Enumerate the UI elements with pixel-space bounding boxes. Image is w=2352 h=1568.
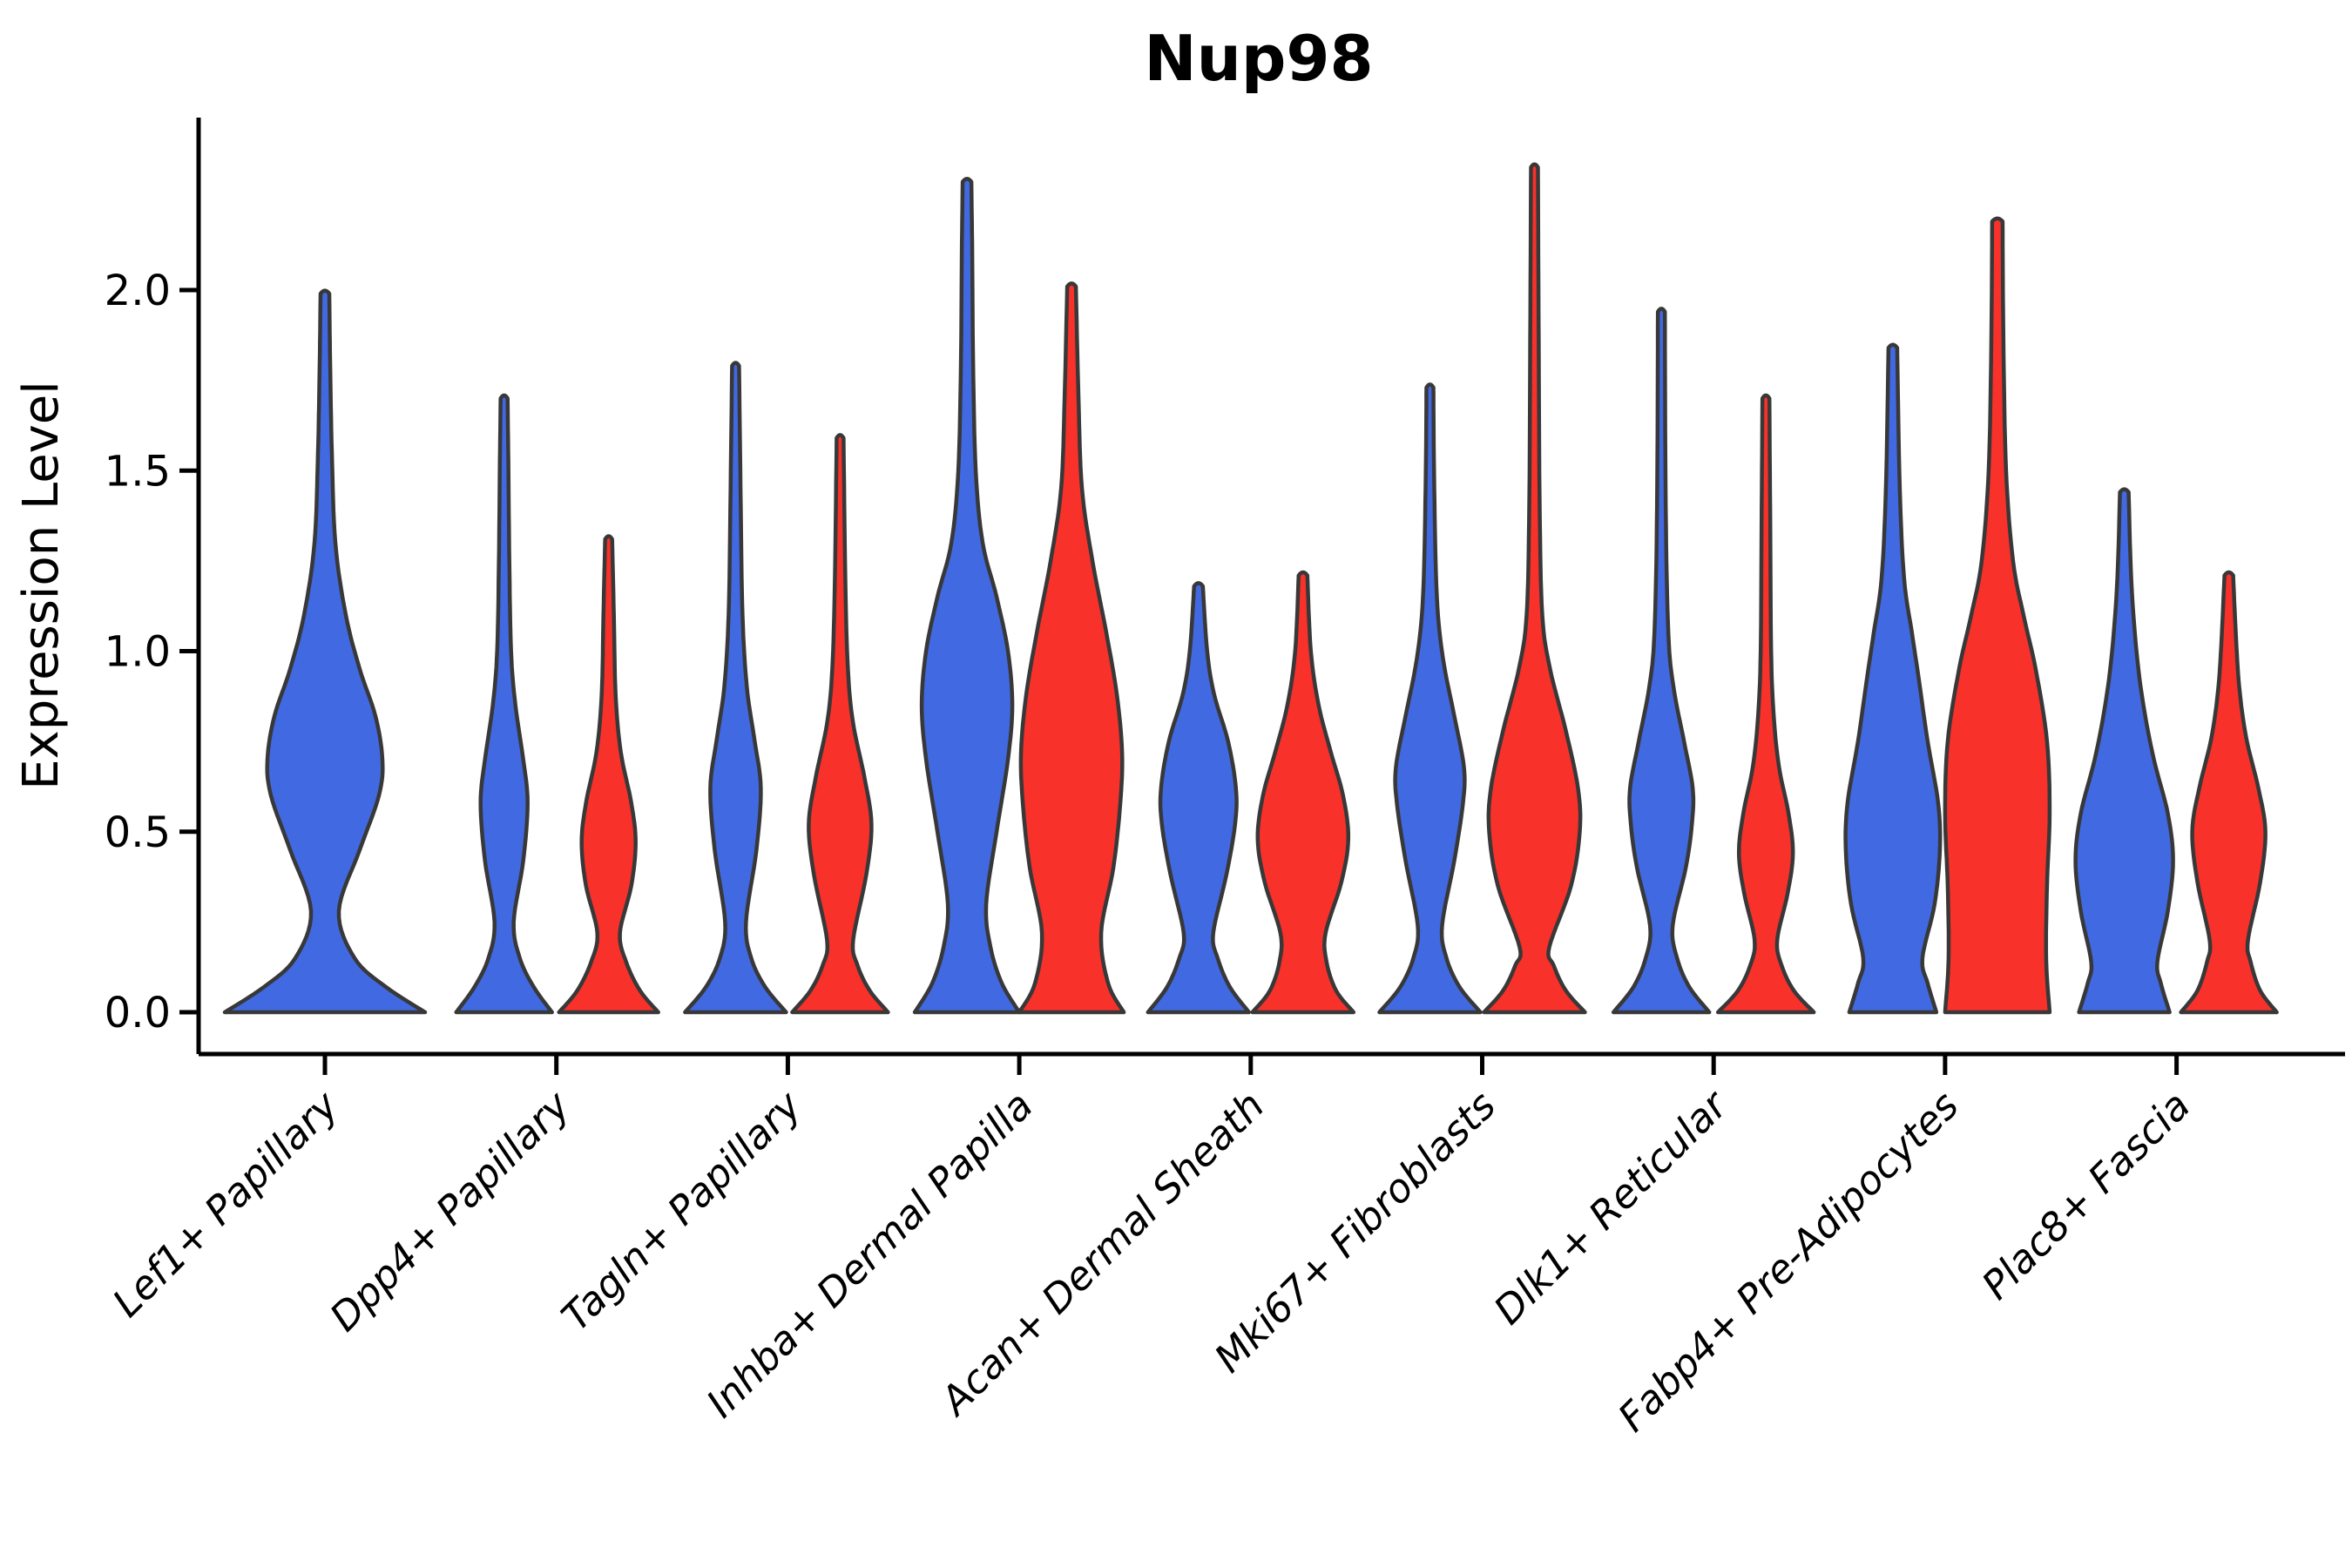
x-category-label: Dlk1+ Reticular: [1485, 1081, 1738, 1334]
violin-red-tagln-papillary: [790, 433, 890, 1015]
x-category-label: Dpp4+ Papillary: [321, 1081, 579, 1340]
violin-red-fabp4-pre-adipocytes: [1943, 216, 2052, 1015]
y-tick-label: 2.0: [105, 267, 171, 315]
x-category-label: Plac8+ Fascia: [1973, 1082, 2200, 1308]
y-tick-label: 0.0: [105, 989, 171, 1037]
violin-red-plac8-fascia: [2179, 570, 2279, 1015]
violin-blue-acan-dermal-sheath: [1146, 581, 1252, 1015]
violin-blue-plac8-fascia: [2073, 487, 2175, 1015]
y-tick-label: 1.0: [105, 628, 171, 677]
x-category-label: Tagln+ Papillary: [552, 1081, 811, 1340]
violin-red-acan-dermal-sheath: [1250, 570, 1356, 1015]
violin-blue-fabp4-pre-adipocytes: [1843, 342, 1943, 1015]
y-tick-label: 0.5: [105, 808, 171, 857]
violin-blue-dlk1-reticular: [1611, 307, 1712, 1015]
x-category-label: Lef1+ Papillary: [104, 1081, 348, 1326]
violin-blue-lef1-papillary: [222, 288, 428, 1015]
violin-red-dpp4-papillary: [557, 534, 660, 1015]
violin-blue-dpp4-papillary: [454, 393, 554, 1015]
violin-blue-inhba-dermal-papilla: [912, 176, 1022, 1015]
chart-title: Nup98: [1144, 22, 1373, 95]
y-tick-label: 1.5: [105, 447, 171, 496]
violin-blue-mki67-fibroblasts: [1377, 382, 1483, 1015]
violin-red-dlk1-reticular: [1715, 393, 1816, 1015]
violin-red-mki67-fibroblasts: [1482, 162, 1587, 1015]
y-axis-title: Expression Level: [13, 381, 70, 790]
violin-blue-tagln-papillary: [683, 361, 788, 1015]
violin-red-inhba-dermal-papilla: [1017, 281, 1126, 1015]
